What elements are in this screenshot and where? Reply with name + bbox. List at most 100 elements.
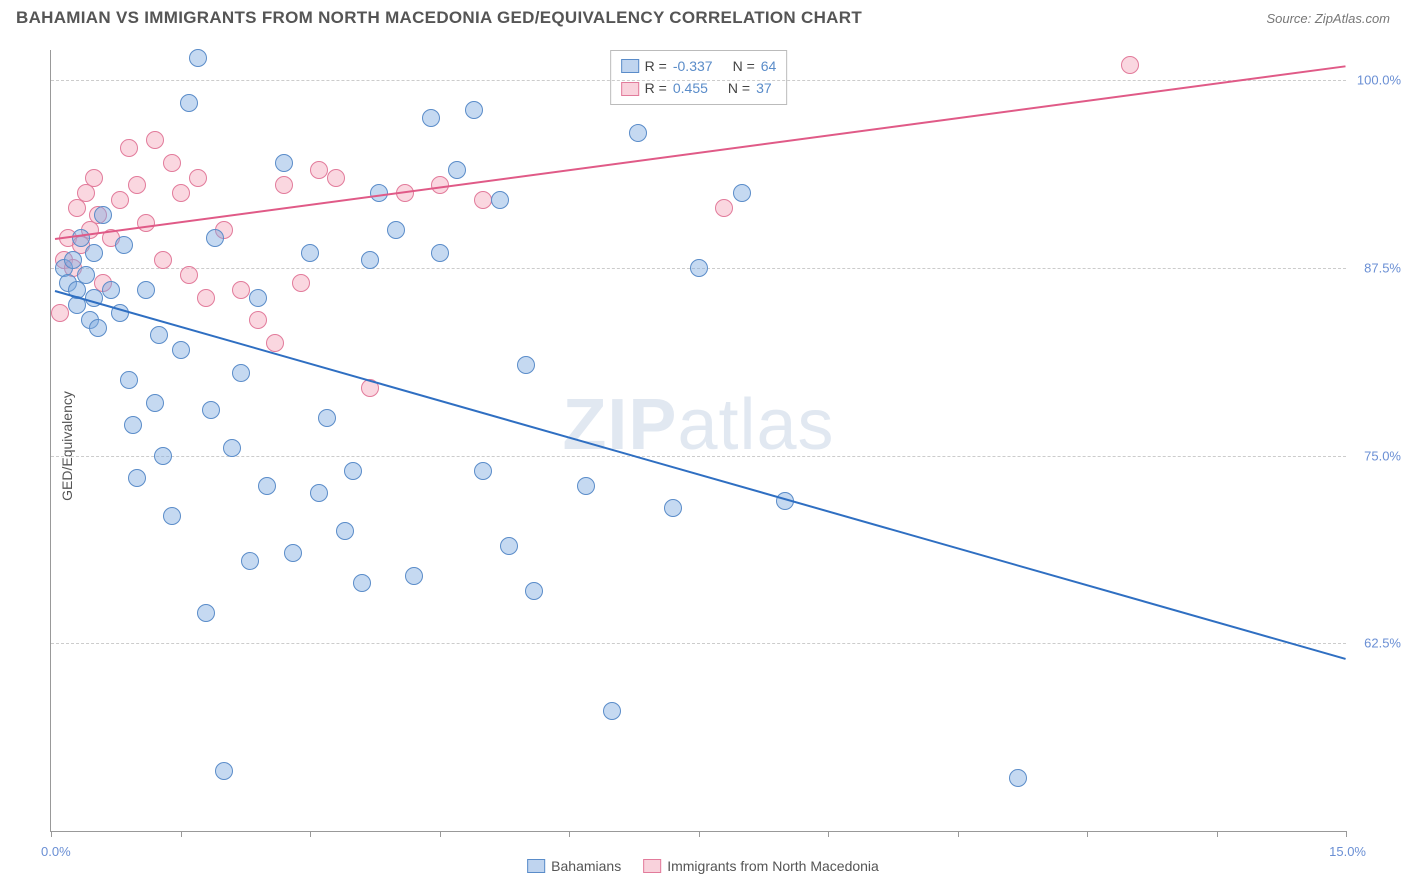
scatter-point-blue	[491, 191, 509, 209]
grid-line	[51, 456, 1346, 457]
scatter-point-pink	[137, 214, 155, 232]
scatter-point-blue	[690, 259, 708, 277]
scatter-point-blue	[258, 477, 276, 495]
scatter-point-blue	[77, 266, 95, 284]
scatter-point-blue	[137, 281, 155, 299]
y-tick-label: 87.5%	[1364, 260, 1401, 275]
scatter-point-blue	[275, 154, 293, 172]
x-tick	[181, 831, 182, 837]
x-tick	[1087, 831, 1088, 837]
watermark-rest: atlas	[677, 385, 834, 465]
scatter-point-blue	[85, 244, 103, 262]
grid-line	[51, 643, 1346, 644]
scatter-point-blue	[146, 394, 164, 412]
scatter-point-blue	[422, 109, 440, 127]
scatter-point-pink	[715, 199, 733, 217]
chart-title: BAHAMIAN VS IMMIGRANTS FROM NORTH MACEDO…	[16, 8, 862, 28]
x-tick	[51, 831, 52, 837]
scatter-point-blue	[664, 499, 682, 517]
scatter-point-blue	[232, 364, 250, 382]
swatch-pink	[621, 82, 639, 96]
x-tick	[828, 831, 829, 837]
scatter-point-pink	[51, 304, 69, 322]
swatch-pink	[643, 859, 661, 873]
grid-line	[51, 80, 1346, 81]
swatch-blue	[527, 859, 545, 873]
scatter-point-blue	[64, 251, 82, 269]
x-tick	[440, 831, 441, 837]
scatter-point-blue	[361, 251, 379, 269]
scatter-point-blue	[465, 101, 483, 119]
correlation-row-blue: R = -0.337 N = 64	[621, 55, 777, 77]
scatter-point-blue	[500, 537, 518, 555]
y-tick-label: 100.0%	[1357, 73, 1401, 88]
scatter-point-blue	[284, 544, 302, 562]
scatter-point-pink	[154, 251, 172, 269]
scatter-point-pink	[275, 176, 293, 194]
scatter-point-blue	[733, 184, 751, 202]
scatter-point-blue	[629, 124, 647, 142]
scatter-point-blue	[72, 229, 90, 247]
correlation-legend-box: R = -0.337 N = 64 R = 0.455 N = 37	[610, 50, 788, 105]
scatter-point-pink	[189, 169, 207, 187]
scatter-point-blue	[202, 401, 220, 419]
scatter-point-blue	[163, 507, 181, 525]
r-value-blue: -0.337	[673, 55, 713, 77]
scatter-point-blue	[405, 567, 423, 585]
scatter-point-blue	[128, 469, 146, 487]
x-tick	[569, 831, 570, 837]
scatter-point-blue	[215, 762, 233, 780]
x-axis-min-label: 0.0%	[41, 844, 71, 859]
scatter-point-blue	[197, 604, 215, 622]
scatter-point-pink	[474, 191, 492, 209]
swatch-blue	[621, 59, 639, 73]
scatter-point-blue	[310, 484, 328, 502]
scatter-point-blue	[577, 477, 595, 495]
scatter-point-pink	[146, 131, 164, 149]
y-tick-label: 75.0%	[1364, 448, 1401, 463]
scatter-point-blue	[223, 439, 241, 457]
scatter-point-blue	[241, 552, 259, 570]
x-tick	[958, 831, 959, 837]
legend-item-blue: Bahamians	[527, 858, 621, 874]
scatter-point-blue	[474, 462, 492, 480]
scatter-point-blue	[150, 326, 168, 344]
scatter-point-pink	[232, 281, 250, 299]
scatter-point-blue	[603, 702, 621, 720]
scatter-point-blue	[301, 244, 319, 262]
trend-line-blue	[55, 290, 1346, 660]
bottom-legend: Bahamians Immigrants from North Macedoni…	[527, 858, 879, 874]
scatter-point-blue	[344, 462, 362, 480]
scatter-point-blue	[249, 289, 267, 307]
legend-label-pink: Immigrants from North Macedonia	[667, 858, 879, 874]
x-tick	[1217, 831, 1218, 837]
scatter-point-pink	[172, 184, 190, 202]
scatter-point-blue	[172, 341, 190, 359]
scatter-point-pink	[180, 266, 198, 284]
scatter-point-pink	[249, 311, 267, 329]
scatter-point-pink	[266, 334, 284, 352]
scatter-point-pink	[120, 139, 138, 157]
scatter-point-blue	[115, 236, 133, 254]
scatter-point-blue	[448, 161, 466, 179]
source-label: Source: ZipAtlas.com	[1266, 11, 1390, 26]
scatter-point-pink	[327, 169, 345, 187]
scatter-point-blue	[102, 281, 120, 299]
y-tick-label: 62.5%	[1364, 636, 1401, 651]
title-bar: BAHAMIAN VS IMMIGRANTS FROM NORTH MACEDO…	[0, 0, 1406, 32]
scatter-point-blue	[180, 94, 198, 112]
scatter-point-pink	[85, 169, 103, 187]
scatter-point-blue	[336, 522, 354, 540]
x-tick	[310, 831, 311, 837]
scatter-point-blue	[206, 229, 224, 247]
scatter-point-blue	[120, 371, 138, 389]
scatter-point-pink	[1121, 56, 1139, 74]
scatter-point-pink	[111, 191, 129, 209]
r-label: R =	[645, 55, 667, 77]
watermark: ZIPatlas	[562, 384, 834, 466]
legend-label-blue: Bahamians	[551, 858, 621, 874]
n-label: N =	[733, 55, 755, 77]
scatter-point-blue	[94, 206, 112, 224]
scatter-point-pink	[163, 154, 181, 172]
scatter-point-blue	[353, 574, 371, 592]
